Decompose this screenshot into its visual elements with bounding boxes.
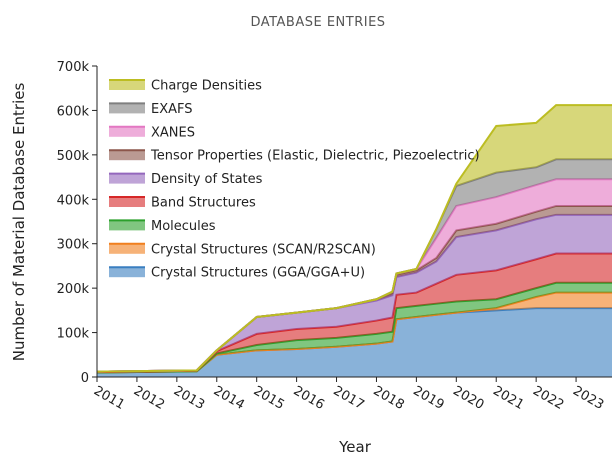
x-tick-label: 2012 <box>131 383 167 413</box>
legend-label: Molecules <box>151 219 216 234</box>
y-tick-label: 100k <box>57 327 90 342</box>
legend-swatch <box>109 197 145 207</box>
legend-swatch <box>109 80 145 90</box>
legend-label: EXAFS <box>151 102 193 117</box>
legend-label: Crystal Structures (GGA/GGA+U) <box>151 266 365 281</box>
area <box>97 179 612 372</box>
area <box>97 214 612 373</box>
area <box>97 308 612 377</box>
x-tick-label: 2017 <box>331 383 367 413</box>
x-tick-label: 2011 <box>91 383 127 413</box>
legend: Crystal Structures (GGA/GGA+U) Crystal St… <box>109 79 480 281</box>
legend-label: Tensor Properties (Elastic, Dielectric, … <box>150 149 480 164</box>
y-tick-label: 400k <box>57 193 90 208</box>
legend-swatch <box>109 150 145 161</box>
area <box>97 282 612 373</box>
x-tick-label: 2019 <box>410 383 446 413</box>
x-tick-label: 2014 <box>211 383 247 413</box>
x-tick-label: 2020 <box>450 383 486 413</box>
legend-label: Density of States <box>151 172 263 187</box>
legend-label: Crystal Structures (SCAN/R2SCAN) <box>151 242 376 257</box>
y-tick-label: 500k <box>57 149 90 164</box>
chart-title: DATABASE ENTRIES <box>250 15 385 30</box>
legend-swatch <box>109 243 145 254</box>
legend-swatch <box>109 220 145 231</box>
legend-swatch <box>109 103 145 114</box>
area <box>97 292 612 373</box>
area <box>97 253 612 373</box>
area-line <box>96 104 612 373</box>
y-tick-label: 600k <box>57 104 90 119</box>
legend-label: Charge Densities <box>151 79 262 94</box>
x-tick-label: 2016 <box>291 383 327 413</box>
area <box>97 105 612 372</box>
legend-label: XANES <box>151 125 195 140</box>
legend-label: Band Structures <box>151 196 256 211</box>
y-tick-label: 200k <box>57 282 90 297</box>
x-tick-label: 2015 <box>251 383 287 413</box>
x-tick-label: 2022 <box>530 383 566 413</box>
y-tick-label: 700k <box>57 60 90 75</box>
y-tick-label: 300k <box>57 238 90 253</box>
x-axis-title: Year <box>338 438 372 456</box>
x-tick-label: 2023 <box>570 383 606 413</box>
x-tick-label: 2021 <box>490 383 526 413</box>
legend-swatch <box>109 267 145 278</box>
x-tick-label: 2018 <box>370 383 406 413</box>
y-axis-title: Number of Material Database Entries <box>10 83 28 362</box>
x-tick-label: 2013 <box>171 383 207 413</box>
y-tick-label: 0 <box>81 371 89 386</box>
legend-swatch <box>109 173 145 184</box>
legend-swatch <box>109 126 145 137</box>
